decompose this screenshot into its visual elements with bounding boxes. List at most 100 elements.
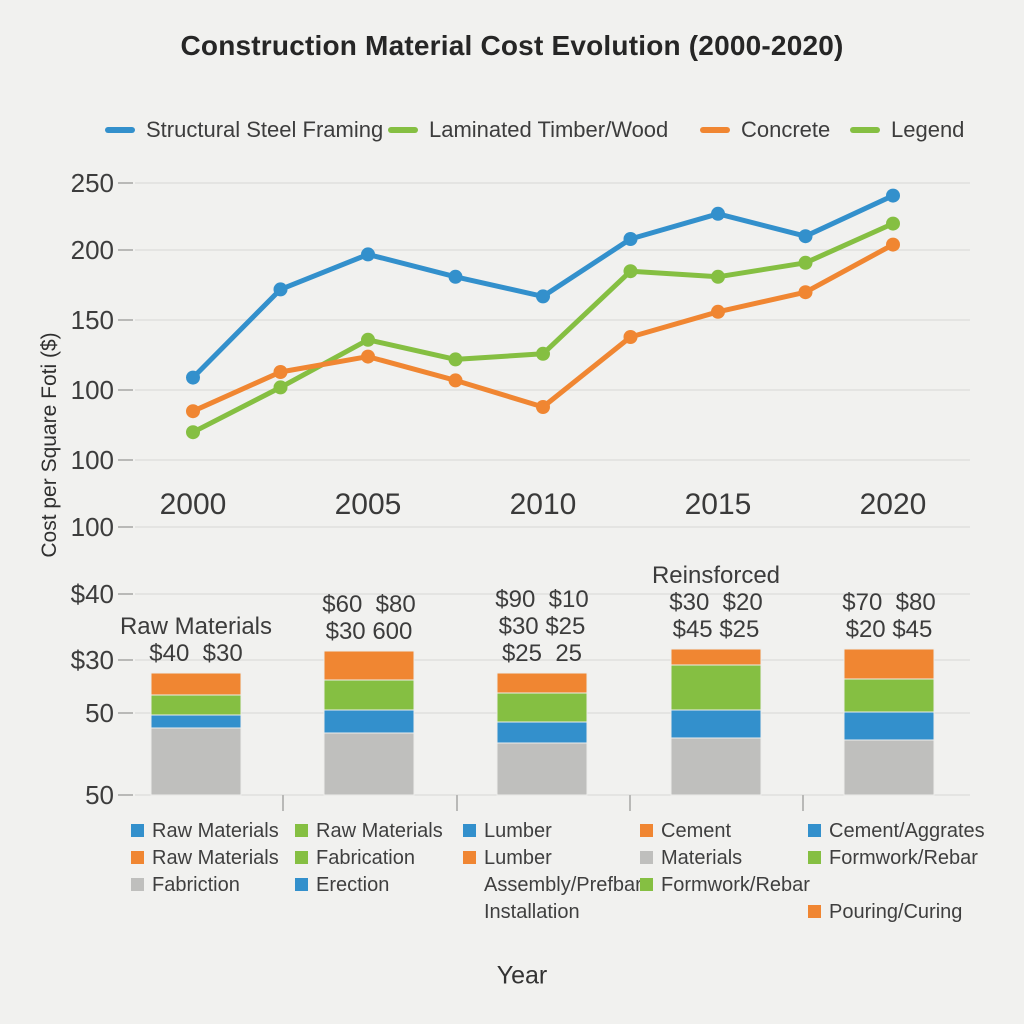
legend-line-swatch bbox=[700, 127, 730, 133]
legend-line-swatch bbox=[850, 127, 880, 133]
green-swatch bbox=[295, 851, 308, 864]
y-tick-label: 200 bbox=[70, 235, 114, 265]
legend-label: Formwork/Rebar bbox=[829, 847, 978, 869]
orange-swatch bbox=[131, 851, 144, 864]
legend-label: Materials bbox=[661, 847, 743, 869]
legend-row: Formwork/Rebar bbox=[808, 845, 985, 872]
legend-row: Raw Materials bbox=[131, 845, 279, 872]
legend-row: Raw Materials bbox=[131, 818, 279, 845]
legend-label: Fabriction bbox=[152, 874, 240, 896]
legend-label: Installation bbox=[484, 901, 580, 923]
line-series-structural-steel-framing bbox=[186, 188, 900, 385]
legend-label: Laminated Timber/Wood bbox=[429, 117, 669, 142]
stacked-bars bbox=[150, 648, 935, 796]
y-tick-label: 150 bbox=[70, 305, 114, 335]
legend-label: Erection bbox=[316, 874, 390, 896]
bar-group bbox=[150, 672, 242, 796]
legend-row: Formwork/Rebar bbox=[640, 872, 810, 899]
gray-swatch bbox=[131, 878, 144, 891]
gray-swatch bbox=[640, 851, 653, 864]
orange-swatch bbox=[640, 824, 653, 837]
legend-item: Laminated Timber/Wood bbox=[388, 115, 668, 145]
legend-row: Installation bbox=[463, 899, 652, 926]
legend-label: Legend bbox=[891, 117, 965, 142]
legend-row: Lumber bbox=[463, 845, 652, 872]
orange-swatch bbox=[808, 905, 821, 918]
legend-item: Legend bbox=[850, 115, 964, 145]
y-tick-label: $30 bbox=[70, 645, 114, 675]
y-tick-label: 250 bbox=[70, 168, 114, 198]
y-tick-label: 100 bbox=[70, 375, 114, 405]
green-swatch bbox=[640, 878, 653, 891]
legend-row bbox=[808, 872, 985, 899]
legend-row: Cement bbox=[640, 818, 810, 845]
y-tick-label: 50 bbox=[85, 780, 114, 810]
bar-label: $70 $80 $20 $45 bbox=[842, 589, 936, 643]
legend-label: Cement/Aggrates bbox=[829, 820, 985, 842]
bar-group bbox=[670, 648, 762, 796]
legend-label: Lumber bbox=[484, 820, 552, 842]
legend-row: Pouring/Curing bbox=[808, 899, 985, 926]
legend-label: Concrete bbox=[741, 117, 831, 142]
swatch-spacer bbox=[463, 878, 476, 891]
year-tick-label: 2000 bbox=[159, 488, 227, 521]
bar-group bbox=[496, 672, 588, 796]
swatch-spacer bbox=[463, 905, 476, 918]
legend-row: Assembly/Prefbarc bbox=[463, 872, 652, 899]
green-swatch bbox=[808, 851, 821, 864]
line-series-concrete bbox=[186, 237, 900, 419]
legend-column: Raw Materials Raw Materials Fabriction bbox=[131, 818, 279, 899]
legend-label: Pouring/Curing bbox=[829, 901, 963, 923]
legend-line-swatch bbox=[388, 127, 418, 133]
swatch-spacer bbox=[808, 878, 821, 891]
legend-column: Cement/Aggrates Formwork/Rebar Pouring/Cur… bbox=[808, 818, 985, 926]
blue-swatch bbox=[463, 824, 476, 837]
legend-label: Formwork/Rebar bbox=[661, 874, 810, 896]
legend-label: Fabrication bbox=[316, 847, 415, 869]
y-tick-label: 50 bbox=[85, 698, 114, 728]
chart-title: Construction Material Cost Evolution (20… bbox=[180, 30, 844, 61]
blue-swatch bbox=[131, 824, 144, 837]
legend-label: Raw Materials bbox=[152, 820, 279, 842]
legend-row: Fabrication bbox=[295, 845, 443, 872]
blue-swatch bbox=[808, 824, 821, 837]
legend-row: Fabriction bbox=[131, 872, 279, 899]
legend-label: Lumber bbox=[484, 847, 552, 869]
x-axis-title: Year bbox=[496, 961, 548, 990]
legend-label: Structural Steel Framing bbox=[146, 117, 384, 142]
y-axis-title: Cost per Square Foti ($) bbox=[38, 332, 61, 558]
legend-label: Cement bbox=[661, 820, 732, 842]
bar-group bbox=[843, 648, 935, 796]
y-tick-label: $40 bbox=[70, 579, 114, 609]
legend-column: Raw Materials Fabrication Erection bbox=[295, 818, 443, 899]
legend-label: Raw Materials bbox=[152, 847, 279, 869]
line-series-laminated-timber-wood bbox=[186, 216, 900, 440]
legend-column: Cement Materials Formwork/Rebar bbox=[640, 818, 810, 899]
legend-row: Lumber bbox=[463, 818, 652, 845]
bar-label: Raw Materials $40 $30 bbox=[119, 613, 273, 667]
year-tick-label: 2010 bbox=[509, 488, 577, 521]
y-tick-label: 100 bbox=[70, 445, 114, 475]
year-tick-label: 2020 bbox=[859, 488, 927, 521]
legend-line-swatch bbox=[105, 127, 135, 133]
legend-row: Erection bbox=[295, 872, 443, 899]
green-swatch bbox=[295, 824, 308, 837]
legend-row: Materials bbox=[640, 845, 810, 872]
legend-label: Raw Materials bbox=[316, 820, 443, 842]
bar-group bbox=[323, 650, 415, 796]
blue-swatch bbox=[295, 878, 308, 891]
year-tick-label: 2005 bbox=[334, 488, 402, 521]
bar-label: $60 $80 $30 600 bbox=[322, 591, 416, 645]
orange-swatch bbox=[463, 851, 476, 864]
y-tick-label: 100 bbox=[70, 512, 114, 542]
legend-label: Assembly/Prefbarc bbox=[484, 874, 652, 896]
legend-row: Raw Materials bbox=[295, 818, 443, 845]
bar-label: Reinsforced $30 $20 $45 $25 bbox=[651, 562, 781, 643]
year-tick-label: 2015 bbox=[684, 488, 752, 521]
legend-item: Concrete bbox=[700, 115, 830, 145]
legend-row: Cement/Aggrates bbox=[808, 818, 985, 845]
bar-label: $90 $10 $30 $25 $25 25 bbox=[495, 586, 589, 667]
legend-column: Lumber Lumber Assembly/Prefbarc Installatio… bbox=[463, 818, 652, 926]
